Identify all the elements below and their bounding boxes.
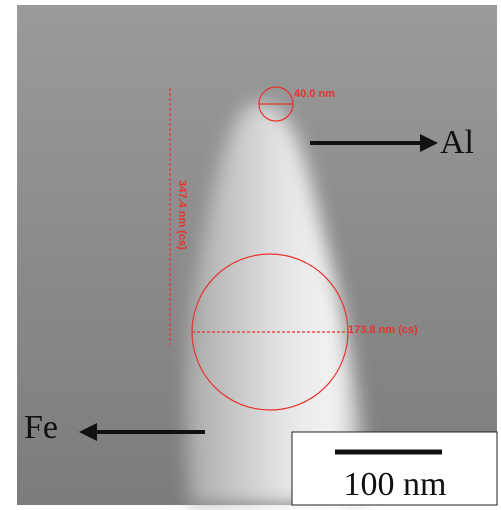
height-label: 347.4 nm (cs)	[176, 180, 188, 250]
page: {"image": {"tip_width": "40.0 nm", "heig…	[0, 0, 501, 510]
scale-label: 100 nm	[344, 466, 447, 503]
micrograph: 40.0 nm 347.4 nm (cs) 173.8 nm (cs) Al F…	[0, 0, 501, 510]
fe-label: Fe	[24, 409, 58, 446]
base-width-label: 173.8 nm (cs)	[348, 324, 418, 336]
al-label: Al	[440, 124, 474, 161]
tip-width-label: 40.0 nm	[294, 88, 335, 100]
